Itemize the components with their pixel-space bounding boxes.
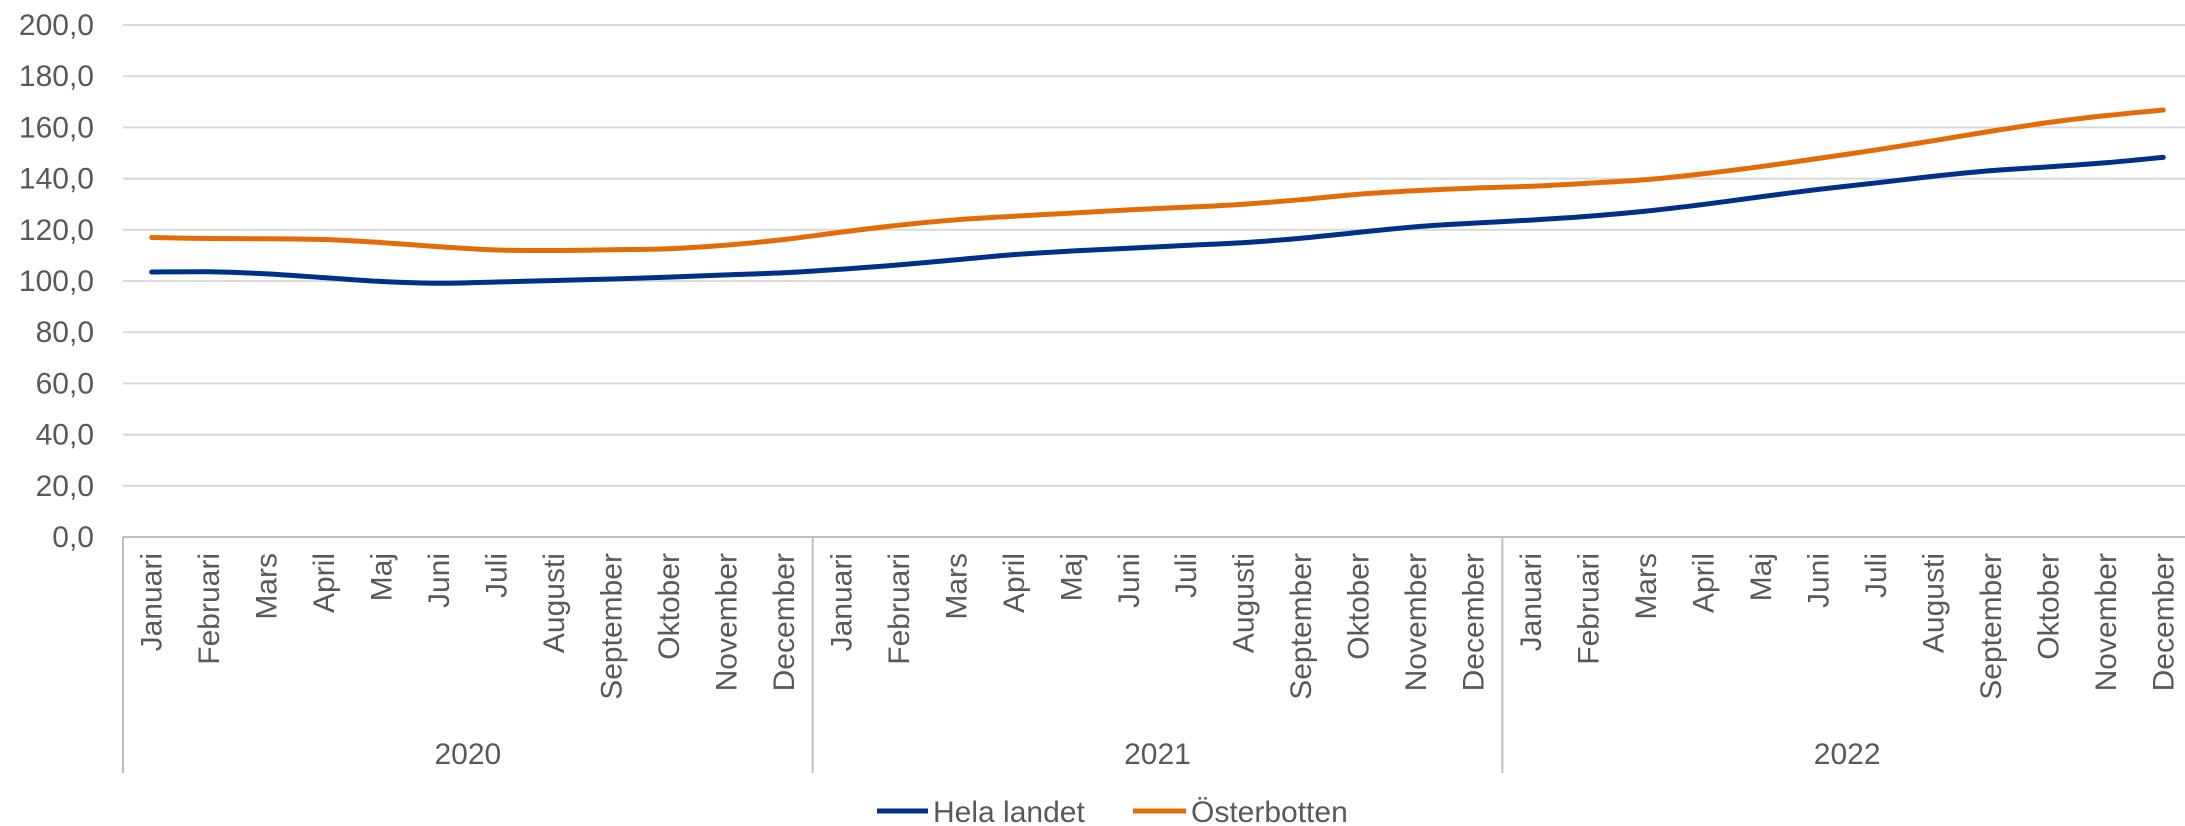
month-tick-label: Augusti [1917,553,1950,653]
month-tick-label: Augusti [538,553,571,653]
month-tick-label: November [1400,553,1433,691]
month-tick-label: Maj [1055,553,1088,601]
legend-label: Hela landet [933,796,1085,826]
month-tick-label: Maj [366,553,399,601]
legend-item: Österbotten [1133,796,1348,826]
month-tick-label: Mars [1630,553,1663,620]
y-tick-label: 80,0 [36,316,94,349]
legend-label: Österbotten [1191,796,1348,826]
y-tick-label: 140,0 [19,163,94,196]
y-tick-label: 40,0 [36,419,94,452]
y-tick-label: 160,0 [19,111,94,144]
month-tick-label: September [596,553,629,700]
month-tick-label: April [998,553,1031,613]
month-tick-label: Februari [1573,553,1606,665]
month-tick-label: Februari [193,553,226,665]
month-tick-label: Oktober [1343,553,1376,660]
year-label: 2022 [1814,738,1881,771]
month-tick-label: Januari [825,553,858,651]
x-axis-month-labels: Januari Februari Mars April Maj Juni Juli Augus… [136,553,2181,700]
month-tick-label: Mars [940,553,973,620]
month-tick-label: Juni [1802,553,1835,608]
month-tick-label: April [1687,553,1720,613]
month-tick-label: Juli [481,553,514,598]
x-axis-year-labels: 2020 2021 2022 [434,738,1880,771]
y-tick-label: 20,0 [36,470,94,503]
month-tick-label: Juli [1170,553,1203,598]
month-tick-label: December [2147,553,2180,691]
month-tick-label: November [2090,553,2123,691]
month-tick-label: Oktober [653,553,686,660]
y-tick-label: 0,0 [52,521,94,554]
series-line-hela-landet [149,154,2166,286]
month-tick-label: November [710,553,743,691]
month-tick-label: Mars [251,553,284,620]
month-tick-label: April [308,553,341,613]
y-axis-tick-labels: 0,0 20,0 40,0 60,0 80,0 100,0 120,0 140,0 160,0 1… [19,9,94,554]
month-tick-label: December [768,553,801,691]
series-line-osterbotten [149,107,2166,254]
y-tick-label: 120,0 [19,214,94,247]
month-tick-label: Oktober [2032,553,2065,660]
series-lines [149,107,2166,286]
month-tick-label: Juli [1860,553,1893,598]
month-tick-label: December [1458,553,1491,691]
month-tick-label: September [1975,553,2008,700]
legend: Hela landet Österbotten [877,796,1348,826]
y-tick-label: 200,0 [19,9,94,42]
month-tick-label: Juni [1113,553,1146,608]
month-tick-label: Maj [1745,553,1778,601]
y-tick-label: 100,0 [19,265,94,298]
year-label: 2021 [1124,738,1191,771]
month-tick-label: September [1285,553,1318,700]
legend-item: Hela landet [877,796,1085,826]
y-tick-label: 60,0 [36,367,94,400]
month-tick-label: Augusti [1228,553,1261,653]
month-tick-label: Februari [883,553,916,665]
axes [122,536,2185,773]
month-tick-label: Januari [1515,553,1548,651]
month-tick-label: Januari [136,553,169,651]
grid-lines [123,24,2185,487]
year-label: 2020 [434,738,501,771]
y-tick-label: 180,0 [19,60,94,93]
month-tick-label: Juni [423,553,456,608]
